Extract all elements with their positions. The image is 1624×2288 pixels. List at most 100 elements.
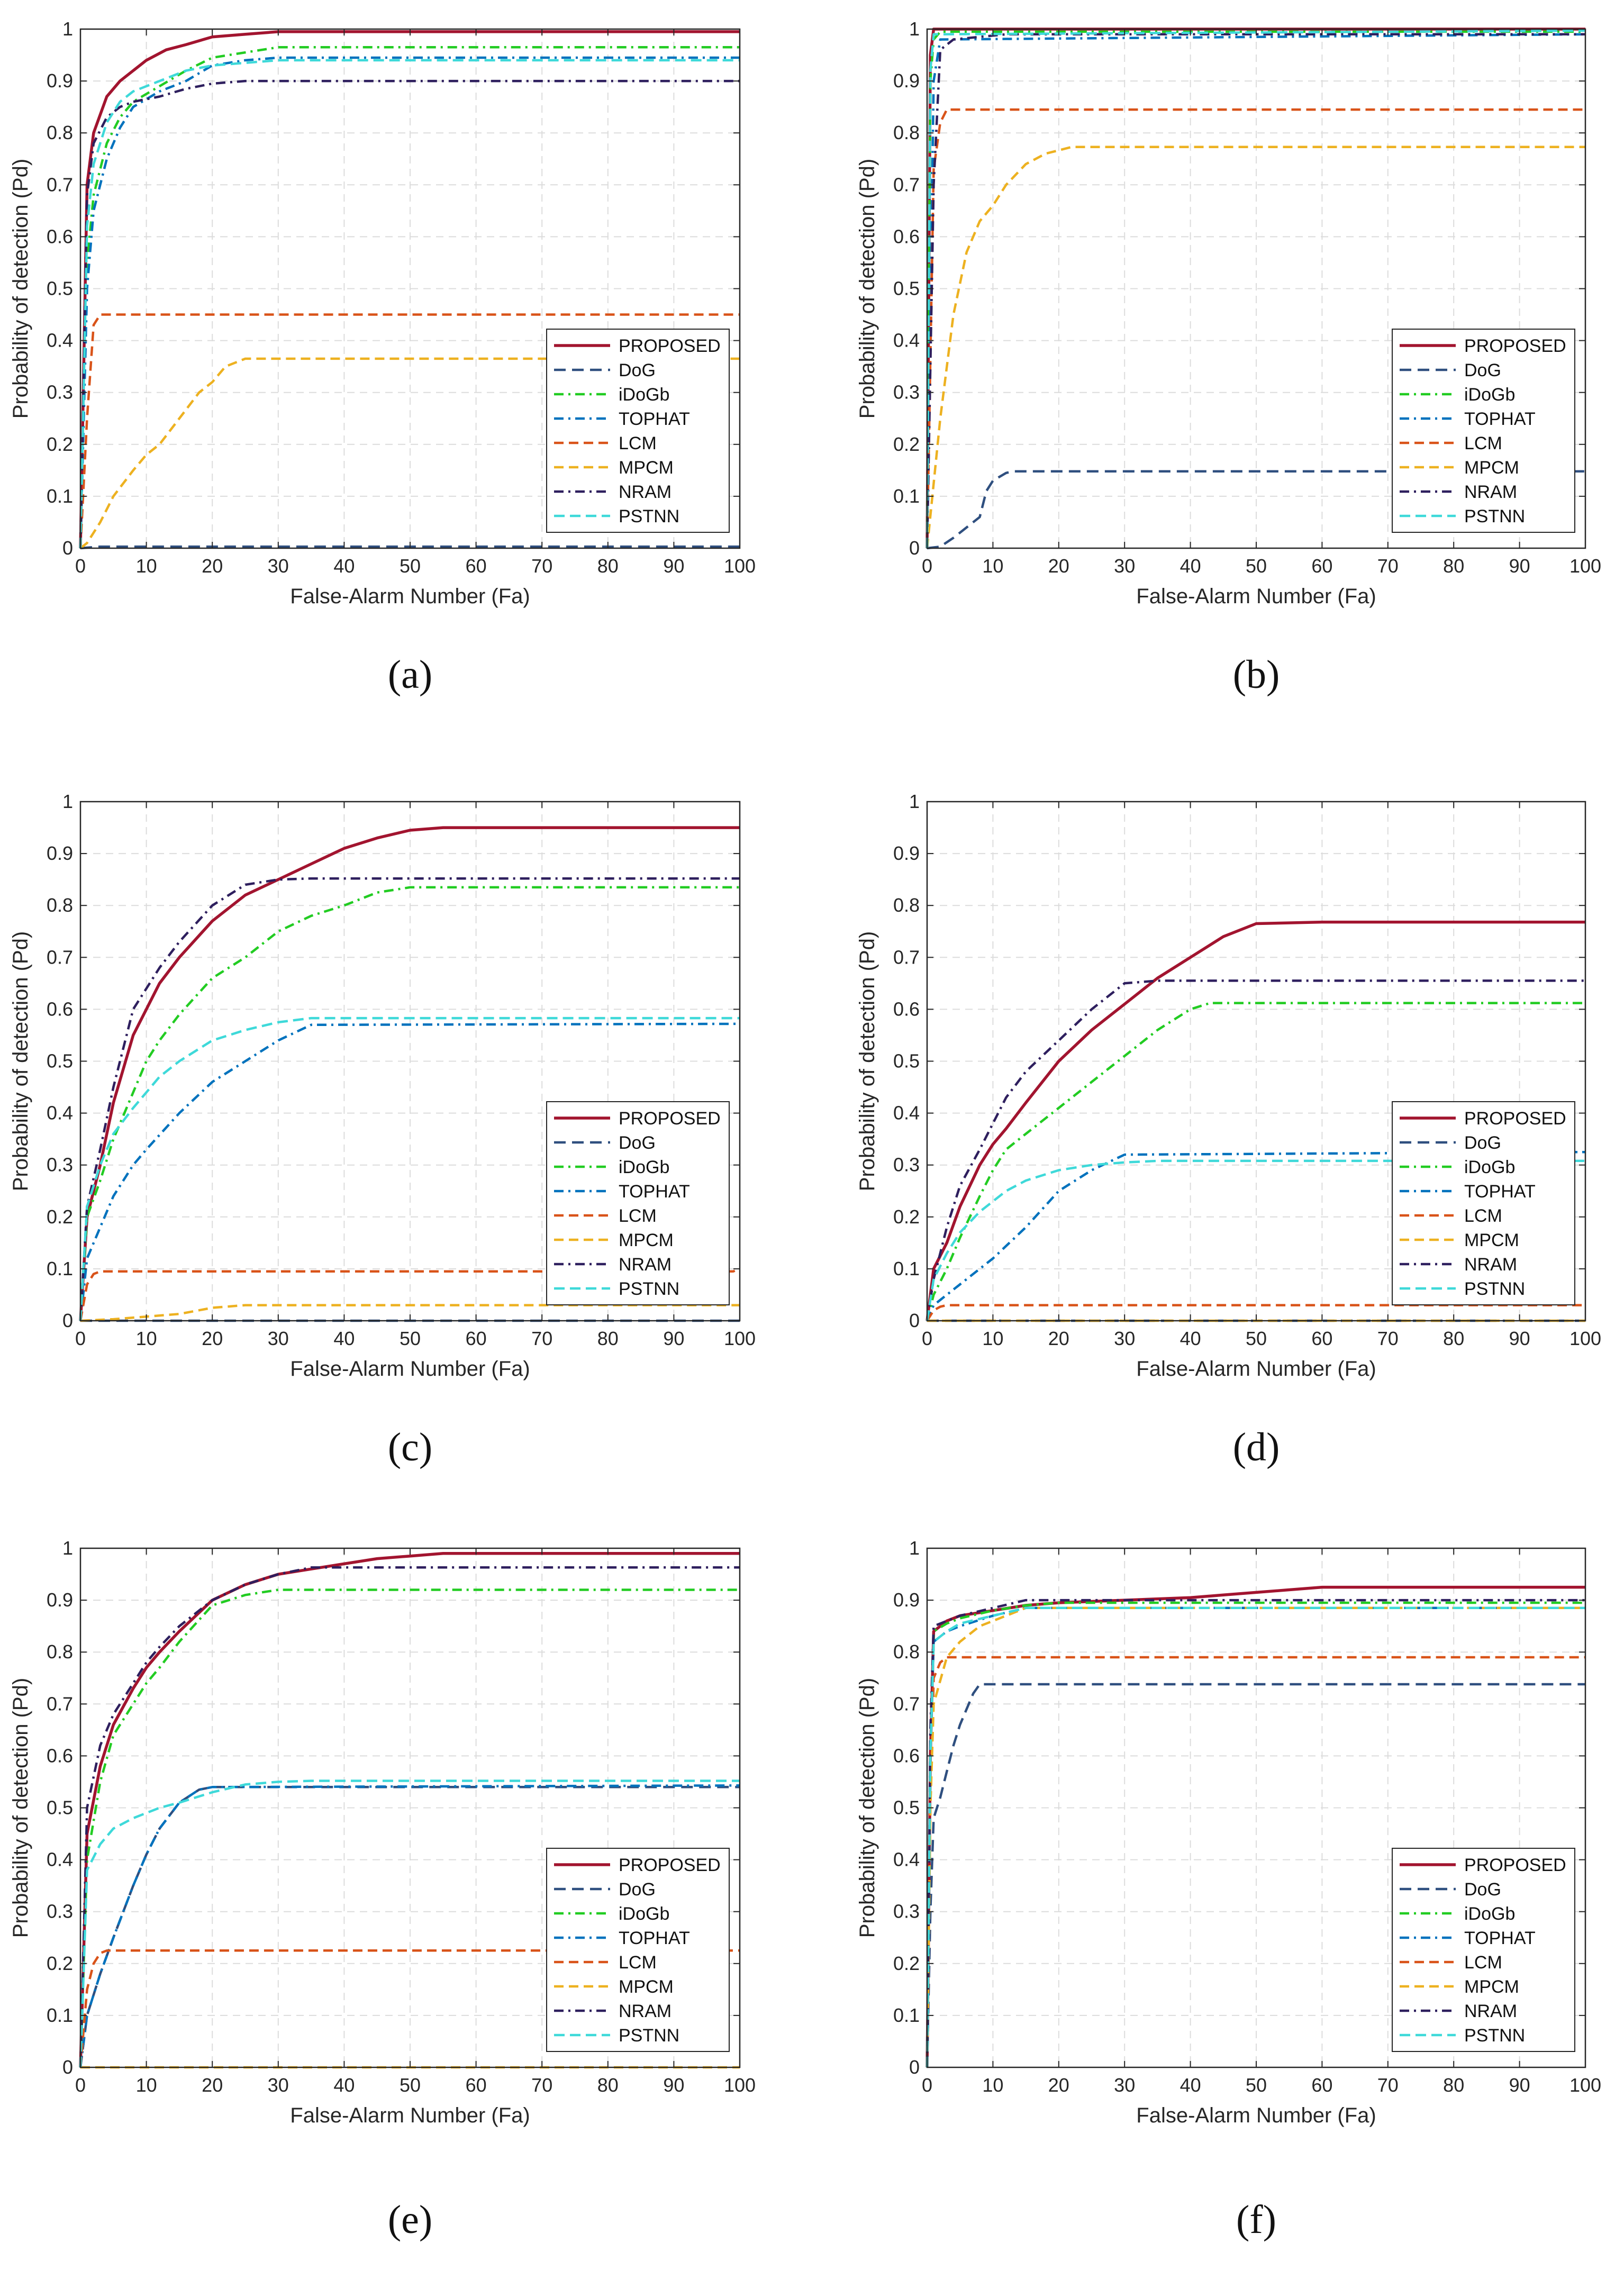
y-tick-label: 0.5 (893, 278, 920, 299)
x-tick-label: 80 (1443, 1328, 1464, 1349)
x-tick-label: 60 (1311, 555, 1332, 577)
chart-panel-e: 0 10 20 30 40 50 60 70 80 90 100 0 0.1 0.2 0.3 0.4 0.5 0.… (9, 1537, 756, 2242)
legend-label-mpcm: MPCM (619, 1977, 674, 1997)
legend: PROPOSED DoG iDoGb TOPHAT LCM MPCM NRAM PSTNN (1392, 1848, 1575, 2052)
y-tick-label: 0 (909, 1310, 920, 1331)
legend-box (1392, 329, 1575, 533)
series-line-pstnn (926, 29, 1586, 549)
y-tick-label: 0.3 (893, 1154, 920, 1176)
legend-label-pstnn: PSTNN (619, 2026, 679, 2046)
x-tick-label: 0 (75, 555, 86, 577)
y-tick-label: 0.5 (893, 1797, 920, 1819)
series-line-nram (79, 79, 740, 549)
y-axis-label: Probability of detection (Pd) (9, 931, 32, 1191)
x-tick-label: 10 (136, 555, 157, 577)
x-tick-label: 70 (1377, 2074, 1399, 2096)
y-tick-label: 0.1 (47, 2004, 73, 2026)
x-tick-label: 50 (400, 2074, 421, 2096)
x-tick-label: 40 (333, 1328, 355, 1349)
y-tick-label: 0.7 (47, 174, 73, 195)
x-tick-label: 90 (663, 1328, 684, 1349)
legend-label-dog: DoG (1464, 360, 1501, 380)
legend-box (1392, 1848, 1575, 2052)
y-tick-label: 0.9 (893, 842, 920, 864)
x-tick-label: 60 (466, 1328, 487, 1349)
x-tick-label: 20 (202, 1328, 223, 1349)
legend-label-pstnn: PSTNN (619, 506, 679, 526)
series-line-pstnn (926, 1159, 1585, 1321)
x-tick-label: 0 (922, 2074, 932, 2096)
legend-label-mpcm: MPCM (619, 1230, 674, 1250)
legend-label-proposed: PROPOSED (619, 1855, 721, 1875)
x-tick-label: 50 (400, 1328, 421, 1349)
series-line-idogb (79, 886, 740, 1321)
x-axis-label: False-Alarm Number (Fa) (1136, 1357, 1376, 1381)
y-tick-label: 0.7 (893, 174, 920, 195)
x-tick-label: 60 (466, 2074, 487, 2096)
y-tick-label: 0.6 (893, 1745, 920, 1766)
x-tick-label: 40 (1180, 1328, 1201, 1349)
series-line-lcm (79, 1267, 740, 1321)
x-tick-label: 60 (1311, 1328, 1332, 1349)
y-tick-label: 0.4 (47, 1102, 73, 1124)
y-tick-label: 0.4 (47, 1849, 73, 1871)
x-tick-label: 100 (724, 2074, 756, 2096)
series-line-lcm (79, 1949, 740, 2068)
legend-box (546, 1101, 730, 1305)
y-tick-label: 0.1 (893, 2004, 920, 2026)
x-tick-label: 70 (531, 1328, 552, 1349)
x-tick-label: 50 (1246, 1328, 1267, 1349)
y-tick-label: 0.2 (893, 1953, 920, 1974)
legend-label-nram: NRAM (619, 482, 672, 502)
legend-box (546, 329, 730, 533)
y-tick-label: 0.2 (893, 433, 920, 455)
x-tick-label: 70 (1377, 555, 1399, 577)
x-tick-label: 40 (333, 555, 355, 577)
legend-label-proposed: PROPOSED (1464, 1855, 1566, 1875)
legend-label-dog: DoG (619, 1880, 656, 1900)
legend-label-lcm: LCM (619, 1953, 657, 1973)
legend-box (1392, 1101, 1575, 1305)
x-tick-label: 80 (1443, 555, 1464, 577)
x-tick-label: 60 (1311, 2074, 1332, 2096)
x-tick-label: 80 (597, 2074, 619, 2096)
x-tick-label: 20 (1048, 555, 1069, 577)
x-tick-label: 50 (400, 555, 421, 577)
x-axis-label: False-Alarm Number (Fa) (290, 1357, 530, 1381)
y-tick-label: 0.9 (893, 70, 920, 92)
series-line-pstnn (926, 1606, 1585, 2068)
legend-label-idogb: iDoGb (619, 1904, 669, 1924)
legend-label-dog: DoG (1464, 1133, 1501, 1153)
series-line-mpcm (79, 357, 740, 549)
legend-label-nram: NRAM (1464, 1255, 1517, 1275)
y-tick-label: 1 (62, 1537, 73, 1559)
legend-label-pstnn: PSTNN (1464, 1279, 1525, 1299)
y-tick-label: 0.5 (47, 278, 73, 299)
y-tick-label: 0.2 (893, 1206, 920, 1228)
x-axis-label: False-Alarm Number (Fa) (1136, 585, 1376, 608)
y-tick-label: 0.8 (893, 1641, 920, 1663)
panel-caption: (d) (1233, 1425, 1280, 1469)
chart-panel-a: 0 10 20 30 40 50 60 70 80 90 100 0 0.1 0.2 0.3 0.4 0.5 0.… (9, 18, 756, 697)
y-tick-label: 0.8 (893, 122, 920, 143)
x-tick-label: 80 (597, 555, 619, 577)
y-tick-label: 1 (909, 791, 920, 812)
series-line-idogb (79, 46, 740, 549)
x-tick-label: 10 (982, 555, 1003, 577)
y-tick-label: 0.6 (893, 998, 920, 1020)
series-line-mpcm (80, 1304, 740, 1322)
y-tick-label: 0 (909, 2056, 920, 2078)
chart-panel-c: 0 10 20 30 40 50 60 70 80 90 100 0 0.1 0.2 0.3 0.4 0.5 0.… (9, 791, 756, 1469)
legend-label-pstnn: PSTNN (1464, 506, 1525, 526)
y-tick-label: 0.8 (893, 894, 920, 916)
legend-label-mpcm: MPCM (1464, 1977, 1519, 1997)
series-line-tophat (79, 56, 740, 549)
y-tick-label: 0.3 (47, 1901, 73, 1922)
legend-label-nram: NRAM (619, 2001, 672, 2021)
y-tick-label: 1 (62, 18, 73, 40)
panel-caption: (f) (1236, 2198, 1276, 2242)
series-line-lcm (79, 313, 740, 549)
legend-label-proposed: PROPOSED (619, 1109, 721, 1129)
series-line-pstnn (79, 1016, 740, 1321)
